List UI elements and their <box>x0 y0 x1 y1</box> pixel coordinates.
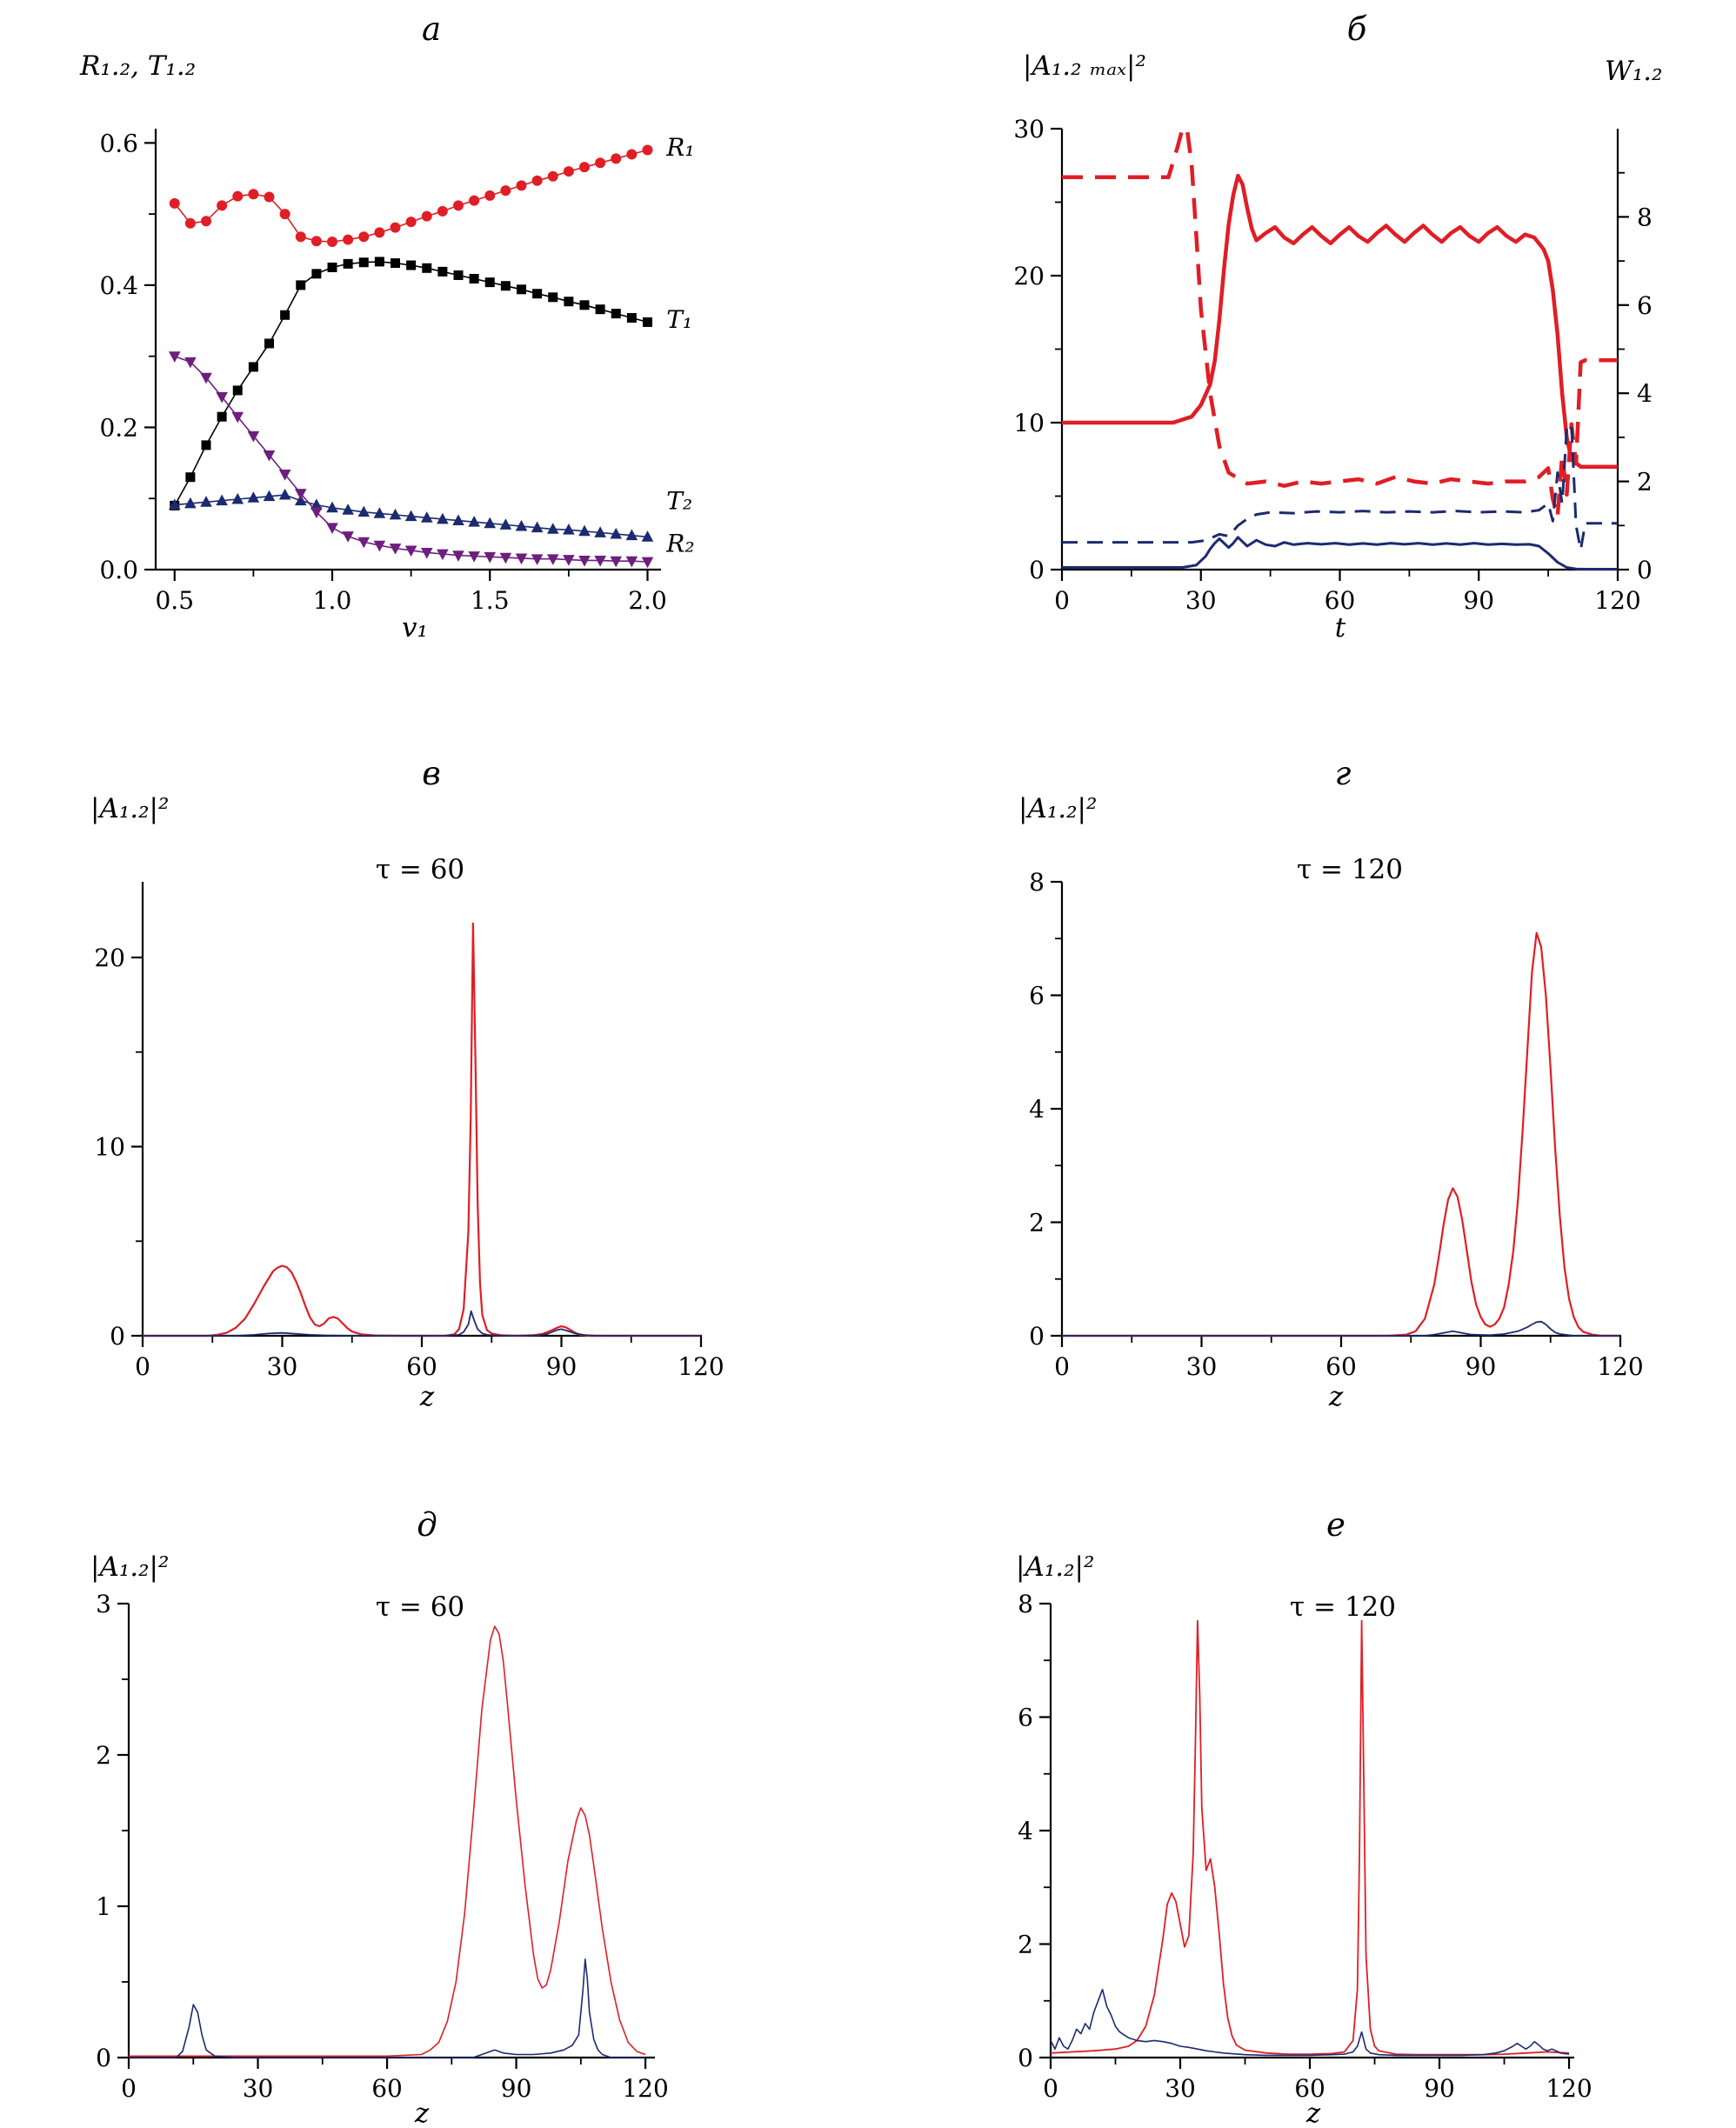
svg-text:0: 0 <box>1043 2074 1058 2103</box>
svg-text:120: 120 <box>678 1352 724 1381</box>
svg-text:90: 90 <box>546 1352 578 1381</box>
panel-d-inner-title: τ = 60 <box>375 1591 465 1623</box>
svg-text:0.0: 0.0 <box>99 556 138 584</box>
svg-text:60: 60 <box>1325 586 1356 615</box>
svg-text:30: 30 <box>243 2074 274 2103</box>
svg-text:0: 0 <box>96 2044 111 2072</box>
panel-v-x-axis-title: z <box>419 1381 435 1412</box>
svg-text:90: 90 <box>1463 586 1494 615</box>
panel-e-chart: 0 30 60 90 120 0 2 4 6 8 <box>1018 1590 1592 2103</box>
svg-text:60: 60 <box>1325 1352 1357 1381</box>
panel-v-chart: 0 30 60 90 120 0 10 20 <box>94 882 724 1381</box>
svg-text:0: 0 <box>1054 1352 1070 1381</box>
svg-text:30: 30 <box>267 1352 298 1381</box>
svg-text:10: 10 <box>1013 409 1045 437</box>
panel-d-y-axis-title: |A₁.₂|² <box>90 1551 170 1583</box>
svg-text:120: 120 <box>622 2074 668 2103</box>
svg-text:1.0: 1.0 <box>313 586 352 615</box>
svg-text:0: 0 <box>1637 556 1653 584</box>
svg-text:6: 6 <box>1637 291 1653 320</box>
svg-text:20: 20 <box>94 944 125 972</box>
svg-text:0: 0 <box>135 1352 150 1381</box>
svg-text:2: 2 <box>96 1741 111 1770</box>
svg-text:120: 120 <box>1594 586 1640 615</box>
svg-text:0: 0 <box>1054 586 1070 615</box>
svg-text:3: 3 <box>96 1590 111 1618</box>
svg-text:8: 8 <box>1018 1590 1033 1618</box>
panel-e-inner-title: τ = 120 <box>1289 1591 1397 1623</box>
svg-text:60: 60 <box>1294 2074 1325 2103</box>
panel-a-x-axis-title: v₁ <box>402 612 428 644</box>
svg-text:T₂: T₂ <box>666 486 692 515</box>
panel-b-x-axis-title: t <box>1334 612 1346 644</box>
panel-b-right-axis-title: W₁.₂ <box>1605 56 1663 87</box>
svg-text:1: 1 <box>96 1892 111 1921</box>
svg-text:2.0: 2.0 <box>628 586 667 615</box>
panel-v-inner-title: τ = 60 <box>375 854 465 885</box>
svg-text:2: 2 <box>1637 468 1653 497</box>
panel-g-y-axis-title: |A₁.₂|² <box>1018 793 1098 824</box>
svg-text:30: 30 <box>1165 2074 1196 2103</box>
svg-text:20: 20 <box>1013 262 1045 290</box>
panel-d-x-axis-title: z <box>414 2098 430 2128</box>
panel-b-y-axis-title: |A₁.₂ ₘₐₓ|² <box>1023 50 1146 82</box>
svg-text:T₁: T₁ <box>666 305 692 334</box>
svg-text:90: 90 <box>1424 2074 1455 2103</box>
svg-text:R₁: R₁ <box>665 133 694 162</box>
panel-e-x-axis-title: z <box>1305 2098 1321 2128</box>
svg-text:0: 0 <box>1029 1322 1045 1351</box>
svg-text:120: 120 <box>1597 1352 1643 1381</box>
svg-text:90: 90 <box>501 2074 532 2103</box>
svg-text:6: 6 <box>1029 982 1045 1011</box>
svg-text:30: 30 <box>1185 586 1217 615</box>
svg-text:0: 0 <box>1029 556 1045 584</box>
svg-text:0: 0 <box>121 2074 137 2103</box>
svg-text:4: 4 <box>1029 1095 1045 1124</box>
svg-text:0.5: 0.5 <box>155 586 194 615</box>
svg-text:0.2: 0.2 <box>99 413 138 442</box>
svg-text:30: 30 <box>1013 115 1045 143</box>
panel-g-x-axis-title: z <box>1328 1381 1344 1412</box>
svg-text:0.6: 0.6 <box>99 129 138 157</box>
panel-g-label: г <box>1334 755 1352 792</box>
svg-text:60: 60 <box>371 2074 403 2103</box>
svg-text:120: 120 <box>1546 2074 1592 2103</box>
svg-text:0: 0 <box>1018 2044 1033 2072</box>
panel-e-label: е <box>1326 1506 1345 1544</box>
panel-v-y-axis-title: |A₁.₂|² <box>90 793 170 824</box>
panel-a-y-axis-title: R₁.₂, T₁.₂ <box>80 50 197 82</box>
svg-text:2: 2 <box>1018 1931 1033 1959</box>
svg-text:90: 90 <box>1466 1352 1497 1381</box>
panel-e-y-axis-title: |A₁.₂|² <box>1016 1551 1095 1583</box>
panel-b-label: б <box>1346 10 1367 48</box>
panel-a-label: а <box>421 10 442 48</box>
svg-text:2: 2 <box>1029 1209 1045 1237</box>
panel-d-label: д <box>417 1506 437 1544</box>
svg-text:1.5: 1.5 <box>471 586 510 615</box>
panel-d-chart: 0 30 60 90 120 0 1 2 3 <box>96 1590 669 2103</box>
svg-text:4: 4 <box>1018 1817 1033 1845</box>
svg-text:6: 6 <box>1018 1704 1033 1732</box>
svg-text:8: 8 <box>1637 203 1653 231</box>
svg-text:R₂: R₂ <box>665 530 694 558</box>
svg-text:8: 8 <box>1029 868 1045 897</box>
panel-g-chart: 0 30 60 90 120 0 2 4 6 8 <box>1029 868 1644 1381</box>
svg-text:0: 0 <box>110 1322 125 1351</box>
panel-v-label: в <box>422 755 441 792</box>
svg-text:10: 10 <box>94 1133 125 1162</box>
svg-text:4: 4 <box>1637 379 1653 408</box>
svg-text:30: 30 <box>1186 1352 1218 1381</box>
svg-text:60: 60 <box>406 1352 437 1381</box>
panel-a-chart: 0.5 1.0 1.5 2.0 0.0 0.2 0.4 0.6 R₁ T₁ T₂ R₂ <box>99 129 695 615</box>
panel-g-inner-title: τ = 120 <box>1296 854 1404 885</box>
svg-text:0.4: 0.4 <box>99 271 138 300</box>
